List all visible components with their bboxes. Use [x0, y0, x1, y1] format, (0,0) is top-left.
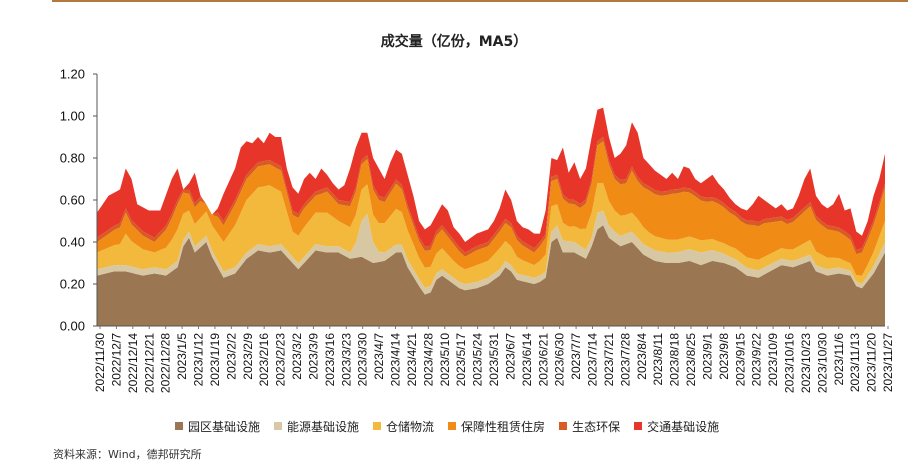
area-series-1 — [97, 225, 885, 326]
legend-label: 生态环保 — [572, 419, 621, 434]
x-tick-label: 2023/11/27 — [881, 333, 895, 392]
top-rule — [52, 0, 908, 2]
y-tick-label: 0.20 — [60, 277, 85, 292]
y-tick-label: 0.60 — [60, 193, 85, 208]
x-tick-label: 2023/11/6 — [832, 333, 846, 386]
x-tick-label: 2023/7/7 — [569, 333, 583, 380]
x-tick-label: 2022/11/30 — [93, 333, 107, 392]
x-tick-label: 2023/6/14 — [520, 333, 534, 387]
legend-item: 能源基础设施 — [274, 418, 359, 434]
x-tick-label: 2023/8/25 — [684, 333, 698, 387]
legend-label: 仓储物流 — [386, 419, 435, 434]
x-tick-label: 2023/2/16 — [257, 333, 271, 387]
x-tick-label: 2022/12/7 — [109, 333, 123, 387]
x-tick-label: 2023/4/14 — [389, 333, 403, 387]
x-tick-label: 2023/2/9 — [241, 333, 255, 380]
x-tick-label: 2023/3/2 — [290, 333, 304, 380]
x-tick-label: 2023/7/21 — [602, 333, 616, 387]
legend-label: 园区基础设施 — [188, 419, 261, 434]
legend-item: 保障性租赁住房 — [448, 418, 545, 434]
x-tick-label: 2023/5/10 — [438, 333, 452, 387]
x-tick-label: 2023/4/7 — [372, 333, 386, 380]
x-tick-label: 2023/3/9 — [306, 333, 320, 380]
x-tick-label: 2022/12/28 — [159, 333, 173, 393]
legend-swatch — [634, 422, 643, 430]
y-tick-label: 0.00 — [60, 319, 85, 334]
x-tick-label: 2023/7/14 — [586, 333, 600, 387]
legend-swatch — [373, 422, 382, 430]
x-tick-label: 2023/3/16 — [323, 333, 337, 387]
y-tick-label: 1.00 — [60, 109, 85, 124]
x-tick-label: 2023/9/8 — [717, 333, 731, 380]
x-tick-label: 2022/12/21 — [142, 333, 156, 393]
legend-swatch — [274, 422, 283, 430]
x-tick-label: 2023/4/21 — [405, 333, 419, 387]
x-tick-label: 2023/6/7 — [503, 333, 517, 380]
x-tick-label: 2023/1/19 — [208, 333, 222, 387]
x-tick-label: 2022/12/14 — [126, 333, 140, 393]
x-tick-label: 2023/5/31 — [487, 333, 501, 387]
x-tick-label: 2023/9/22 — [750, 333, 764, 387]
legend-label: 交通基础设施 — [647, 419, 720, 434]
source-note: 资料来源：Wind，德邦研究所 — [53, 448, 202, 461]
x-tick-label: 2023/4/28 — [421, 333, 435, 387]
x-tick-label: 2023/10/16 — [783, 333, 797, 393]
area-series-group — [97, 107, 885, 326]
x-tick-label: 2023/2/23 — [274, 333, 288, 387]
y-tick-label: 0.40 — [60, 235, 85, 250]
chart-title: 成交量（亿份，MA5） — [380, 34, 528, 50]
x-tick-label: 2023/1/12 — [192, 333, 206, 387]
x-tick-label: 2023/1/5 — [175, 333, 189, 380]
legend: 园区基础设施 能源基础设施 仓储物流 保障性租赁住房 生态环保 交通基础设施 — [175, 418, 719, 434]
area-series-2 — [97, 210, 885, 295]
legend-item: 交通基础设施 — [634, 418, 719, 434]
legend-item: 园区基础设施 — [175, 418, 260, 434]
area-series-3 — [97, 183, 885, 288]
legend-label: 能源基础设施 — [287, 419, 360, 434]
x-tick-label: 2023/9/1 — [700, 333, 714, 380]
x-tick-label: 2023/3/23 — [339, 333, 353, 387]
x-tick-label: 2023/8/18 — [668, 333, 682, 387]
x-tick-label: 2023/10/23 — [799, 333, 813, 393]
y-tick-label: 0.80 — [60, 151, 85, 166]
x-tick-label: 2023/5/17 — [454, 333, 468, 387]
x-tick-label: 2023/11/20 — [865, 333, 879, 392]
x-tick-label: 2023/11/13 — [848, 333, 862, 392]
x-tick-label: 2023/5/24 — [471, 333, 485, 387]
legend-swatch — [559, 422, 568, 430]
legend-item: 生态环保 — [559, 418, 620, 434]
area-series-4 — [97, 141, 885, 276]
x-tick-label: 2023/2/2 — [224, 333, 238, 380]
x-tick-label: 2023/3/30 — [356, 333, 370, 387]
legend-swatch — [448, 422, 457, 430]
x-tick-label: 2023/9/15 — [733, 333, 747, 387]
x-tick-label: 2023/8/11 — [651, 333, 665, 386]
x-tick-label: 2023/10/30 — [815, 333, 829, 393]
x-tick-label: 2023/8/4 — [635, 333, 649, 380]
legend-label: 保障性租赁住房 — [461, 419, 546, 434]
legend-item: 仓储物流 — [373, 418, 434, 434]
x-tick-label: 2023/10/9 — [766, 333, 780, 387]
x-tick-label: 2023/7/28 — [618, 333, 632, 387]
x-tick-label: 2023/6/30 — [553, 333, 567, 387]
x-tick-label: 2023/6/21 — [536, 333, 550, 387]
y-tick-label: 1.20 — [60, 67, 85, 82]
legend-swatch — [175, 422, 183, 430]
